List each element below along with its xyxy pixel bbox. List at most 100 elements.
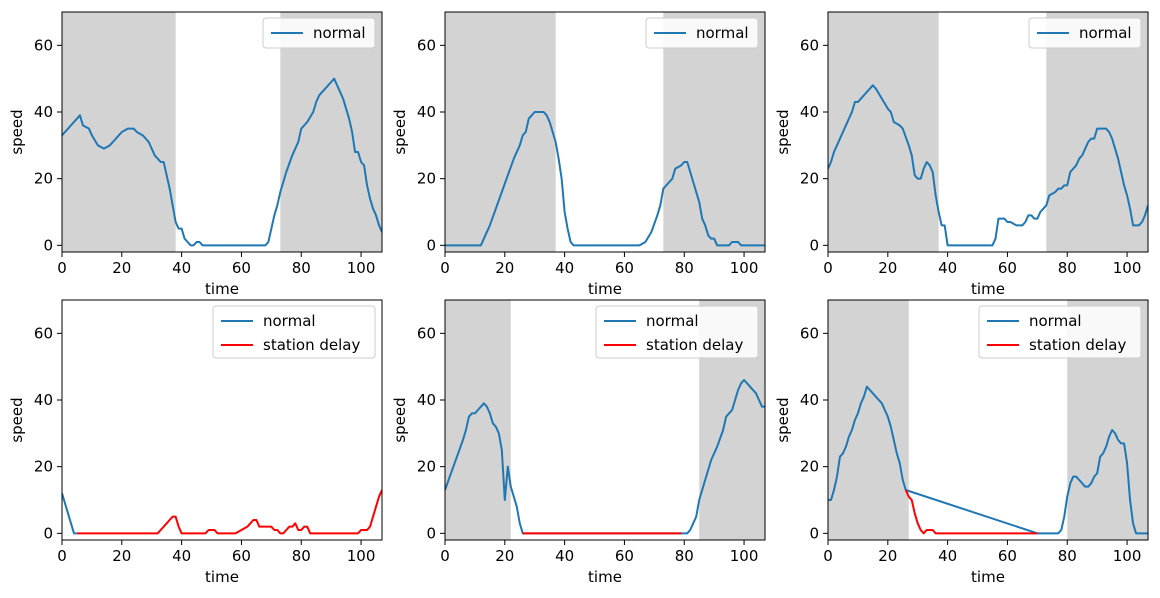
y-tick-label: 20 — [34, 170, 53, 188]
series-line-normal — [445, 111, 765, 247]
chart-panel-6: 0 20 40 60 80 100 0 20 40 60 time speed normal statio… — [774, 299, 1149, 586]
x-tick-label: 60 — [998, 259, 1017, 277]
axes-frame — [61, 299, 383, 541]
x-tick-label: 20 — [112, 259, 131, 277]
x-tick-label: 100 — [730, 259, 759, 277]
y-tick-label: 20 — [417, 170, 436, 188]
x-tick-label: 0 — [57, 547, 67, 565]
y-tick-label: 60 — [34, 324, 53, 342]
y-tick-label: 60 — [800, 324, 819, 342]
x-tick-label: 40 — [172, 259, 191, 277]
shaded-region — [828, 300, 909, 540]
y-tick-label: 60 — [417, 36, 436, 54]
x-tick-label: 60 — [615, 547, 634, 565]
legend-label: normal — [646, 312, 699, 330]
x-axis-label: time — [205, 568, 239, 586]
shaded-region — [62, 12, 176, 252]
legend: normal station delay — [212, 305, 376, 359]
legend: normal — [645, 17, 759, 49]
y-axis-label: speed — [8, 397, 26, 442]
x-tick-label: 20 — [495, 259, 514, 277]
x-tick-label: 40 — [172, 547, 191, 565]
y-tick-label: 20 — [800, 170, 819, 188]
y-tick-label: 60 — [34, 36, 53, 54]
y-tick-label: 40 — [800, 103, 819, 121]
x-tick-label: 80 — [1058, 259, 1077, 277]
y-tick-label: 60 — [800, 36, 819, 54]
x-tick-label: 80 — [292, 259, 311, 277]
series-line-station-delay — [904, 489, 1038, 535]
x-tick-label: 20 — [112, 547, 131, 565]
legend-box — [595, 305, 759, 359]
chart-panel-1: 0 20 40 60 80 100 0 20 40 60 time speed normal — [8, 11, 383, 298]
axes-frame — [444, 299, 766, 541]
chart-panel-3: 0 20 40 60 80 100 0 20 40 60 time speed normal — [774, 11, 1149, 298]
legend-box — [262, 17, 376, 49]
chart-panel-2: 0 20 40 60 80 100 0 20 40 60 time speed normal — [391, 11, 766, 298]
axes-frame — [444, 11, 766, 253]
axes-frame — [61, 11, 383, 253]
y-tick-label: 0 — [809, 524, 819, 542]
x-tick-label: 60 — [232, 259, 251, 277]
y-axis-label: speed — [774, 109, 792, 154]
x-axis-label: time — [971, 568, 1005, 586]
x-tick-label: 100 — [1113, 547, 1142, 565]
shaded-region — [663, 12, 765, 252]
x-tick-label: 20 — [495, 547, 514, 565]
series-line-station-delay — [76, 489, 382, 535]
x-tick-label: 40 — [938, 259, 957, 277]
x-axis-label: time — [588, 568, 622, 586]
legend: normal — [1028, 17, 1142, 49]
x-tick-label: 100 — [730, 547, 759, 565]
x-axis-label: time — [588, 280, 622, 298]
legend-box — [212, 305, 376, 359]
y-tick-label: 0 — [43, 524, 53, 542]
y-tick-label: 0 — [809, 236, 819, 254]
y-tick-label: 40 — [800, 391, 819, 409]
y-axis-label: speed — [8, 109, 26, 154]
legend-box — [978, 305, 1142, 359]
legend-label: normal — [1079, 24, 1132, 42]
x-axis-label: time — [205, 280, 239, 298]
x-tick-label: 0 — [823, 547, 833, 565]
x-tick-label: 60 — [998, 547, 1017, 565]
x-tick-label: 20 — [878, 547, 897, 565]
x-tick-label: 0 — [57, 259, 67, 277]
axes-frame — [827, 11, 1149, 253]
x-tick-label: 100 — [1113, 259, 1142, 277]
y-axis-label: speed — [774, 397, 792, 442]
x-tick-label: 80 — [292, 547, 311, 565]
y-tick-label: 40 — [34, 103, 53, 121]
x-tick-label: 40 — [555, 259, 574, 277]
legend: normal station delay — [595, 305, 759, 359]
x-tick-label: 80 — [675, 547, 694, 565]
chart-panel-5: 0 20 40 60 80 100 0 20 40 60 time speed normal statio… — [391, 299, 766, 586]
chart-panel-4: 0 20 40 60 80 100 0 20 40 60 time speed normal statio… — [8, 299, 383, 586]
series-line-normal — [62, 77, 382, 247]
x-tick-label: 0 — [823, 259, 833, 277]
shaded-region — [828, 12, 939, 252]
y-axis-label: speed — [391, 397, 409, 442]
y-tick-label: 60 — [417, 324, 436, 342]
y-tick-label: 20 — [34, 458, 53, 476]
legend: normal — [262, 17, 376, 49]
shaded-region — [280, 12, 382, 252]
legend-label: normal — [696, 24, 749, 42]
x-tick-label: 40 — [938, 547, 957, 565]
y-tick-label: 20 — [800, 458, 819, 476]
legend-label: station delay — [263, 336, 360, 354]
legend-label: station delay — [646, 336, 743, 354]
y-tick-label: 0 — [43, 236, 53, 254]
y-axis-label: speed — [391, 109, 409, 154]
y-tick-label: 40 — [417, 391, 436, 409]
legend-label: normal — [1029, 312, 1082, 330]
series-line-normal — [828, 385, 1148, 535]
legend-label: normal — [313, 24, 366, 42]
x-axis-label: time — [971, 280, 1005, 298]
x-tick-label: 80 — [1058, 547, 1077, 565]
y-tick-label: 0 — [426, 236, 436, 254]
axes-frame — [827, 299, 1149, 541]
y-tick-label: 20 — [417, 458, 436, 476]
y-tick-label: 0 — [426, 524, 436, 542]
